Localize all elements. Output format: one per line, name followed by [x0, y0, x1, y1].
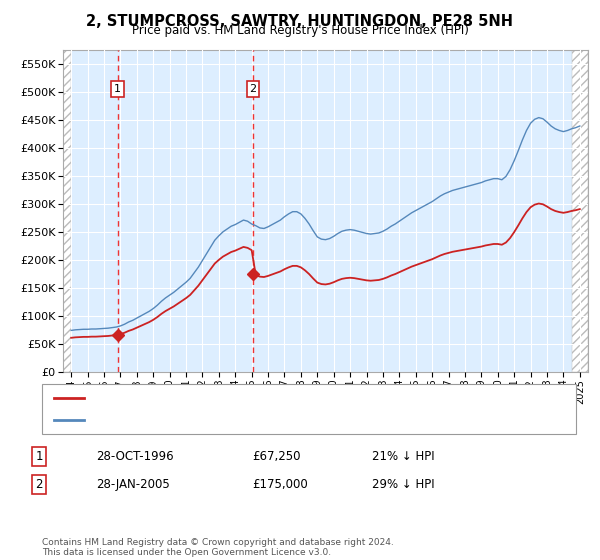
Text: Contains HM Land Registry data © Crown copyright and database right 2024.
This d: Contains HM Land Registry data © Crown c…	[42, 538, 394, 557]
Text: 2: 2	[250, 84, 257, 94]
Text: £175,000: £175,000	[252, 478, 308, 491]
Text: 2, STUMPCROSS, SAWTRY, HUNTINGDON, PE28 5NH: 2, STUMPCROSS, SAWTRY, HUNTINGDON, PE28 …	[86, 14, 514, 29]
Text: HPI: Average price, detached house, Huntingdonshire: HPI: Average price, detached house, Hunt…	[90, 415, 389, 425]
Text: 1: 1	[114, 84, 121, 94]
Text: £67,250: £67,250	[252, 450, 301, 463]
Text: 2: 2	[35, 478, 43, 491]
Text: 2, STUMPCROSS, SAWTRY, HUNTINGDON, PE28 5NH (detached house): 2, STUMPCROSS, SAWTRY, HUNTINGDON, PE28 …	[90, 393, 482, 403]
Text: 29% ↓ HPI: 29% ↓ HPI	[372, 478, 434, 491]
Text: Price paid vs. HM Land Registry's House Price Index (HPI): Price paid vs. HM Land Registry's House …	[131, 24, 469, 37]
Bar	[572, 50, 588, 372]
Text: 28-OCT-1996: 28-OCT-1996	[96, 450, 173, 463]
Text: 21% ↓ HPI: 21% ↓ HPI	[372, 450, 434, 463]
Text: 28-JAN-2005: 28-JAN-2005	[96, 478, 170, 491]
Bar	[63, 50, 71, 372]
Text: 1: 1	[35, 450, 43, 463]
